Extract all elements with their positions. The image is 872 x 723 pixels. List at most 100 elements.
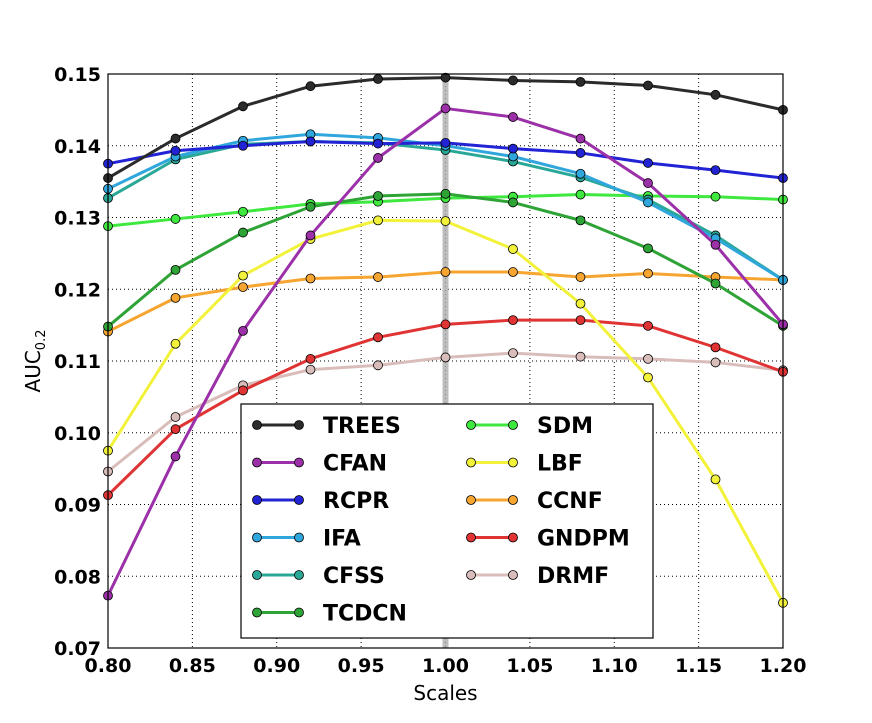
data-point-ccnf bbox=[575, 272, 586, 282]
data-point-trees bbox=[440, 72, 451, 83]
data-point-tcdcn bbox=[238, 227, 248, 238]
legend-marker-tcdcn bbox=[294, 607, 304, 618]
data-point-lbf bbox=[643, 372, 653, 383]
x-tick-label: 0.80 bbox=[85, 655, 132, 677]
data-point-gndpm bbox=[170, 424, 181, 435]
x-tick-label: 1.10 bbox=[591, 655, 638, 677]
x-tick-label: 1.05 bbox=[506, 655, 553, 677]
y-tick-label: 0.13 bbox=[54, 208, 101, 230]
data-point-rcpr bbox=[170, 145, 181, 156]
data-point-trees bbox=[710, 89, 721, 100]
data-point-ccnf bbox=[238, 282, 248, 292]
legend-label-gndpm: GNDPM bbox=[537, 527, 630, 552]
data-point-trees bbox=[373, 74, 383, 84]
legend-label-tcdcn: TCDCN bbox=[323, 602, 407, 627]
data-point-gndpm bbox=[305, 353, 316, 364]
legend-label-rcpr: RCPR bbox=[323, 489, 389, 514]
series-gndpm bbox=[103, 315, 788, 501]
data-point-lbf bbox=[373, 215, 383, 226]
y-tick-label: 0.07 bbox=[54, 638, 101, 660]
data-point-ifa bbox=[643, 197, 653, 208]
data-point-lbf bbox=[170, 338, 181, 349]
data-point-lbf bbox=[575, 298, 586, 309]
data-point-drmf bbox=[170, 412, 181, 422]
legend-marker-cfss bbox=[252, 570, 262, 580]
data-point-rcpr bbox=[575, 148, 586, 158]
data-point-lbf bbox=[710, 474, 721, 485]
legend-marker-drmf bbox=[466, 570, 476, 580]
data-point-trees bbox=[643, 80, 653, 91]
data-point-gndpm bbox=[373, 332, 383, 343]
data-point-trees bbox=[575, 76, 586, 87]
legend-item-gndpm: GNDPM bbox=[466, 527, 630, 552]
legend-label-cfan: CFAN bbox=[323, 452, 387, 477]
data-point-tcdcn bbox=[440, 188, 451, 199]
data-point-gndpm bbox=[643, 320, 653, 331]
data-point-ifa bbox=[575, 168, 586, 179]
data-point-cfan bbox=[238, 325, 248, 336]
data-point-trees bbox=[170, 133, 181, 144]
data-point-rcpr bbox=[643, 158, 653, 168]
data-point-drmf bbox=[440, 352, 451, 363]
data-point-cfan bbox=[440, 103, 451, 114]
legend-label-lbf: LBF bbox=[537, 452, 583, 477]
data-point-drmf bbox=[508, 348, 518, 359]
legend-label-ifa: IFA bbox=[323, 527, 361, 552]
data-point-drmf bbox=[305, 364, 316, 375]
data-point-ccnf bbox=[643, 268, 653, 279]
data-point-rcpr bbox=[508, 143, 518, 154]
series-trees bbox=[103, 72, 788, 183]
legend-marker-ifa bbox=[294, 532, 304, 543]
data-point-tcdcn bbox=[710, 278, 721, 289]
data-point-sdm bbox=[170, 214, 181, 224]
legend-item-cfss: CFSS bbox=[252, 564, 385, 589]
x-axis-label: Scales bbox=[413, 681, 477, 705]
legend-item-rcpr: RCPR bbox=[252, 489, 389, 514]
legend-item-ccnf: CCNF bbox=[466, 489, 603, 514]
plot-frame bbox=[107, 73, 784, 649]
data-point-drmf bbox=[575, 351, 586, 362]
legend: TREES CFAN RCPR IFA CFSS TCDCN SDM LBF CCNF GNDPM… bbox=[240, 403, 654, 639]
data-point-tcdcn bbox=[305, 201, 316, 212]
legend-label-trees: TREES bbox=[323, 414, 401, 439]
legend-item-lbf: LBF bbox=[466, 452, 583, 477]
legend-label-ccnf: CCNF bbox=[537, 489, 603, 514]
y-axis-label-main: AUC bbox=[21, 350, 45, 392]
y-tick-label: 0.11 bbox=[54, 351, 101, 373]
x-tick-label: 0.85 bbox=[169, 655, 216, 677]
data-point-cfan bbox=[643, 178, 653, 188]
legend-marker-cfan bbox=[294, 457, 304, 468]
data-point-ccnf bbox=[440, 267, 451, 277]
data-point-cfan bbox=[305, 230, 316, 241]
data-point-tcdcn bbox=[373, 191, 383, 201]
legend-item-tcdcn: TCDCN bbox=[252, 602, 407, 627]
x-tick-label: 0.90 bbox=[253, 655, 300, 677]
y-axis-label-subscript: 0.2 bbox=[34, 330, 49, 351]
legend-marker-sdm bbox=[466, 420, 476, 430]
data-point-rcpr bbox=[305, 136, 316, 147]
y-tick-label: 0.14 bbox=[54, 136, 101, 158]
x-tick-label: 0.95 bbox=[338, 655, 385, 677]
legend-marker-sdm bbox=[508, 420, 518, 430]
data-point-sdm bbox=[575, 189, 586, 200]
legend-item-drmf: DRMF bbox=[466, 564, 609, 589]
data-point-rcpr bbox=[710, 165, 721, 176]
series-lines bbox=[103, 72, 788, 608]
x-tick-label: 1.00 bbox=[422, 655, 469, 677]
data-point-drmf bbox=[373, 360, 383, 371]
legend-marker-ccnf bbox=[508, 495, 518, 505]
data-point-cfan bbox=[575, 133, 586, 144]
data-point-ccnf bbox=[305, 273, 316, 284]
data-point-rcpr bbox=[440, 137, 451, 148]
data-point-tcdcn bbox=[643, 243, 653, 254]
data-point-cfan bbox=[508, 112, 518, 122]
data-point-ccnf bbox=[170, 292, 181, 303]
legend-marker-trees bbox=[252, 420, 262, 430]
data-point-trees bbox=[305, 81, 316, 92]
y-tick-label: 0.09 bbox=[54, 495, 101, 517]
data-point-rcpr bbox=[238, 140, 248, 151]
legend-marker-trees bbox=[294, 420, 304, 430]
data-point-rcpr bbox=[373, 138, 383, 149]
legend-marker-ccnf bbox=[466, 495, 476, 505]
